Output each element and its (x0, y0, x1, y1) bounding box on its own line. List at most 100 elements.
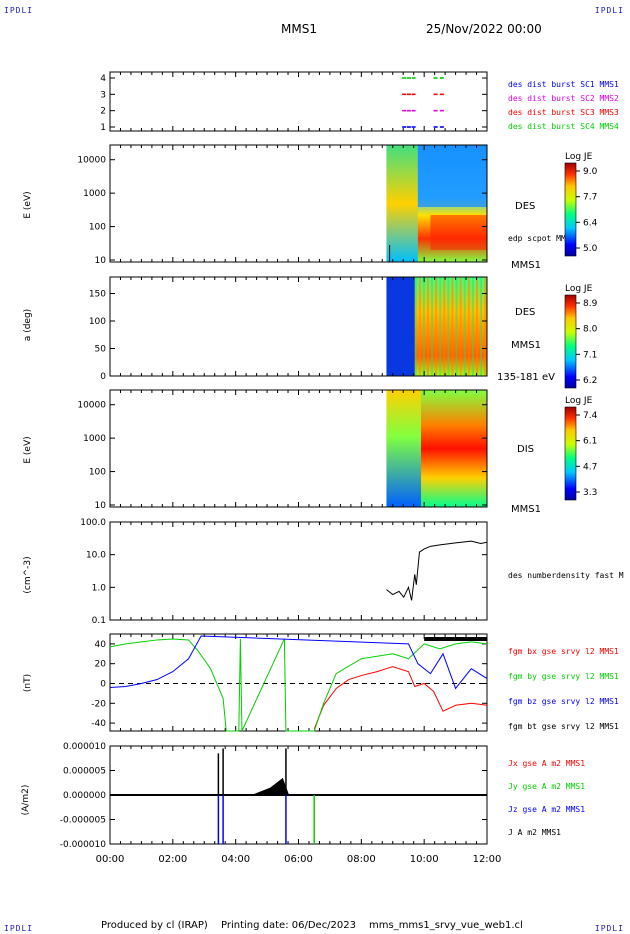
bfield-series-by (109, 638, 488, 732)
dis-energy-colorbar-tick-label: 7.4 (583, 411, 598, 421)
des-pitch-sc-label: MMS1 (511, 340, 541, 351)
dis-energy-sc-label: MMS1 (511, 504, 541, 515)
burst-panel-ytick-label: 3 (100, 90, 106, 100)
bfield-series-bx (313, 666, 488, 730)
burst-panel-ytick-label: 1 (100, 123, 106, 133)
des-pitch-stripe (443, 277, 446, 376)
des-energy-ylabel: E (eV) (23, 191, 33, 218)
burst-mark-1 (411, 126, 416, 128)
current-legend-jz: Jz gse A m2 MMS1 (508, 805, 585, 814)
burst-mark-1 (433, 126, 438, 128)
burst-mark-4 (433, 77, 438, 79)
current-panel-ytick-label: 0.000000 (63, 791, 106, 801)
des-energy-panel-ytick-label: 1000 (83, 189, 106, 199)
des-energy-core-band (430, 215, 487, 250)
des-pitch-stripe (435, 277, 438, 376)
des-energy-scpot-label: edp scpot MMS1 (508, 234, 576, 243)
dis-energy-colorbar (564, 406, 577, 501)
dis-energy-panel-ytick-label: 10000 (77, 401, 106, 411)
des-pitch-stripe (447, 277, 450, 376)
dis-energy-colorbar-tick-label: 4.7 (583, 462, 597, 472)
burst-mark-4 (406, 77, 411, 79)
bfield-panel-ytick-label: 20 (95, 660, 107, 670)
burst-mark-1 (439, 126, 444, 128)
density-series-line (386, 540, 488, 601)
dis-energy-ylabel: E (eV) (23, 436, 33, 463)
density-legend: des numberdensity fast M (508, 571, 624, 580)
brand-bottom-left: IPDLI (4, 924, 34, 933)
des-energy-high-band (417, 145, 487, 207)
des-pitch-stripe (459, 277, 462, 376)
time-axis-label: 10:00 (410, 854, 439, 865)
des-energy-colorbar-tick-label: 7.7 (583, 193, 597, 203)
burst-legend-1: des dist burst SC1 MMS1 (508, 80, 619, 89)
des-pitch-colorbar-tick-label: 7.1 (583, 350, 597, 360)
time-axis-label: 02:00 (158, 854, 187, 865)
des-pitch-stripe (476, 277, 479, 376)
des-energy-colorbar (564, 162, 577, 257)
des-pitch-colorbar (564, 294, 577, 389)
des-energy-colorbar-tick-label: 9.0 (583, 167, 598, 177)
des-energy-panel-ytick-label: 10 (95, 256, 107, 266)
current-panel-ytick-label: 0.000005 (63, 767, 106, 777)
burst-legend-3: des dist burst SC3 MMS3 (508, 108, 619, 117)
page-title: MMS1 (281, 22, 317, 36)
bfield-panel-ytick-label: 40 (95, 640, 107, 650)
current-panel-ytick-label: 0.000010 (63, 742, 106, 752)
burst-mark-3 (402, 93, 407, 96)
bfield-legend-bt: fgm bt gse srvy l2 MMS1 (508, 722, 619, 731)
des-pitch-stripe (426, 277, 429, 376)
burst-mark-3 (439, 93, 444, 96)
burst-mark-4 (402, 77, 407, 79)
bfield-panel-frame (109, 633, 488, 732)
current-ylabel: (A/m2) (21, 785, 31, 816)
des-pitch-panel-ytick-label: 0 (100, 372, 106, 382)
current-legend-jx: Jx gse A m2 MMS1 (508, 759, 585, 768)
dis-energy-label: DIS (517, 444, 534, 455)
burst-mark-1 (402, 126, 407, 128)
density-panel-ytick-label: 0.1 (92, 616, 106, 626)
dis-energy-early-interval (386, 390, 422, 507)
footer-file: mms_mms1_srvy_vue_web1.cl (369, 920, 523, 931)
burst-mark-2 (402, 109, 407, 112)
burst-panel-ytick-label: 2 (100, 107, 106, 117)
dis-energy-colorbar-tick-label: 6.1 (583, 437, 597, 447)
current-legend-j: J A m2 MMS1 (508, 828, 561, 837)
des-pitch-panel-ytick-label: 50 (95, 345, 107, 355)
des-pitch-stripe (484, 277, 487, 376)
des-pitch-stripe (455, 277, 458, 376)
des-pitch-stripe (418, 277, 421, 376)
des-pitch-early-interval (386, 277, 415, 376)
burst-mark-2 (439, 109, 444, 112)
time-axis-label: 06:00 (284, 854, 313, 865)
dis-energy-panel-ytick-label: 100 (89, 468, 106, 478)
des-pitch-panel-ytick-label: 150 (89, 290, 106, 300)
brand-bottom-right: IPDLI (594, 924, 624, 933)
des-pitch-stripe (431, 277, 434, 376)
burst-legend-4: des dist burst SC4 MMS4 (508, 122, 619, 131)
density-panel-ytick-label: 100.0 (80, 518, 106, 528)
dis-energy-colorbar-tick-label: 3.3 (583, 488, 597, 498)
bfield-series-bz (109, 635, 488, 690)
des-pitch-stripe (439, 277, 442, 376)
bfield-legend-by: fgm by gse srvy l2 MMS1 (508, 672, 619, 681)
current-panel-ytick-label: -0.000010 (60, 840, 106, 850)
footer-producer: Produced by cl (IRAP) (101, 920, 208, 931)
time-axis-label: 00:00 (96, 854, 125, 865)
burst-mark-4 (411, 77, 416, 79)
des-pitch-stripe (414, 277, 417, 376)
time-axis-label: 04:00 (221, 854, 250, 865)
burst-mark-3 (411, 93, 416, 96)
brand-top-right: IPDLI (594, 6, 624, 15)
burst-mark-2 (411, 109, 416, 112)
current-panel-ytick-label: -0.000005 (60, 816, 106, 826)
des-energy-colorbar-title: Log JE (565, 152, 593, 162)
bfield-ylabel: (nT) (23, 674, 33, 692)
des-pitch-panel-ytick-label: 100 (89, 317, 106, 327)
des-energy-early-interval (386, 145, 418, 262)
des-pitch-label: DES (515, 307, 535, 318)
des-energy-panel-ytick-label: 100 (89, 223, 106, 233)
bfield-panel-ytick-label: -20 (91, 699, 106, 709)
bfield-panel-ytick-label: 0 (100, 679, 106, 689)
bfield-panel-ytick-label: -40 (91, 719, 106, 729)
